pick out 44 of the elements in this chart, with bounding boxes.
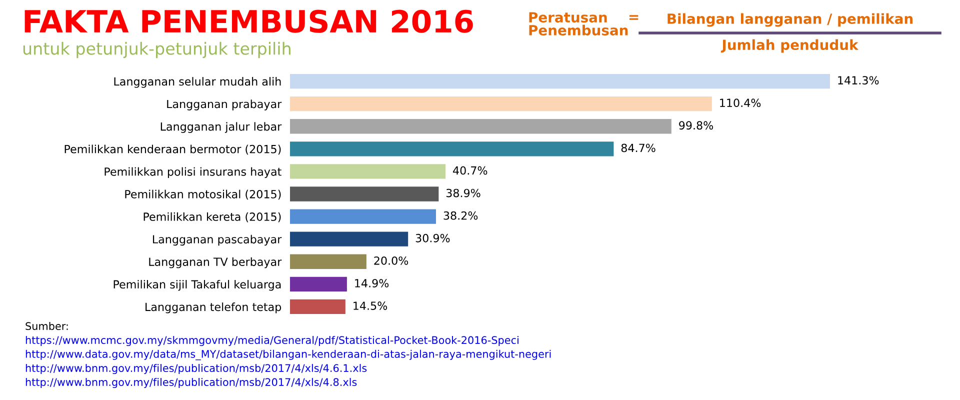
data-label: 110.4% [720,98,761,108]
y-tick-label: Langganan TV berbayar [149,257,282,268]
data-label: 14.9% [355,279,389,288]
bar [290,74,830,89]
y-tick-label: Langganan pascabayar [152,234,282,246]
bar [290,142,614,156]
y-tick-label: Langganan prabayar [167,100,282,110]
data-label: 38.2% [444,211,478,220]
data-label: 99.8% [679,121,714,130]
y-tick-label: Langganan selular mudah alih [114,77,281,88]
data-label: 84.7% [621,144,656,152]
bar [290,119,672,134]
bar [290,96,712,112]
text: Bilangan langganan / pemilikan [668,13,913,27]
bar [290,254,366,269]
y-tick-label: Langganan jalur lebar [160,122,282,133]
y-tick-label: Pemilikkan motosikal (2015) [125,190,281,200]
bar [290,276,347,292]
data-label: 14.5% [354,302,388,310]
data-label: 141.3% [838,76,879,84]
bar [290,232,408,246]
y-tick-label: Pemilikkan polisi insurans hayat [104,167,282,178]
text: = [629,15,638,20]
y-tick-label: Pemilikan sijil Takaful keluarga [114,280,281,291]
chart-title: FAKTA PENEMBUSAN 2016 [24,10,473,33]
text: https://www.mcmc.gov.my/skmmgovmy/media/General/pdf/Statistical-Pocket-Book-2016-Speci [26,336,518,346]
bar [290,164,446,179]
bar [290,299,346,314]
text: Sumber: [26,322,68,330]
text: Peratusan Penembusan [529,12,628,36]
data-label: 30.9% [416,234,450,242]
data-label: 40.7% [453,166,488,175]
text: http://www.data.gov.my/data/ms_MY/dataset/bilangan-kenderaan-di-atas-jalan-raya-mengikut-negeri [26,350,551,360]
bar [290,209,436,224]
y-tick-label: Pemilikkan kereta (2015) [144,212,281,222]
chart-subtitle: untuk petunjuk-petunjuk terpilih [23,42,290,58]
bar [290,186,439,202]
data-label: 38.9% [446,188,480,198]
text: http://www.bnm.gov.my/files/publication/msb/2017/4/xls/4.8.xls [26,378,357,388]
y-tick-label: Langganan telefon tetap [146,302,282,314]
text: http://www.bnm.gov.my/files/publication/msb/2017/4/xls/4.6.1.xls [26,364,367,374]
y-tick-label: Pemilikkan kenderaan bermotor (2015) [64,144,281,155]
text: Jumlah penduduk [720,39,859,53]
data-label: 20.0% [374,256,408,265]
